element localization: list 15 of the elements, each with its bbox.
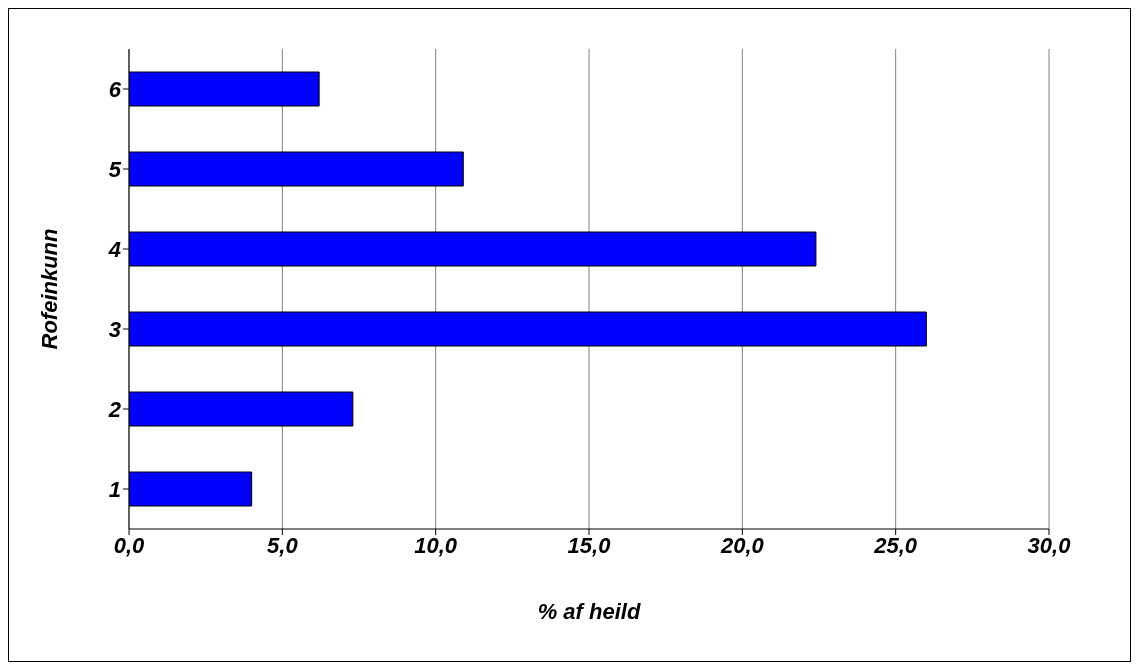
y-tick-label: 5 bbox=[108, 156, 122, 182]
x-tick-label: 0,0 bbox=[113, 532, 146, 558]
x-tick-label: 10,0 bbox=[414, 532, 458, 558]
y-tick-label: 3 bbox=[108, 316, 121, 342]
x-tick-label: 15,0 bbox=[567, 532, 612, 558]
y-tick-label: 4 bbox=[107, 236, 121, 262]
y-tick-label: 1 bbox=[108, 476, 121, 502]
x-tick-label: 25,0 bbox=[873, 532, 918, 558]
x-tick-label: 20,0 bbox=[719, 532, 765, 558]
y-axis-title: Rofeinkunn bbox=[36, 228, 62, 350]
x-tick-label: 5,0 bbox=[267, 532, 299, 558]
x-tick-label: 30,0 bbox=[1027, 532, 1072, 558]
x-axis-title: % af heild bbox=[537, 599, 641, 624]
y-tick-label: 2 bbox=[107, 396, 122, 422]
y-tick-label: 6 bbox=[108, 76, 122, 102]
